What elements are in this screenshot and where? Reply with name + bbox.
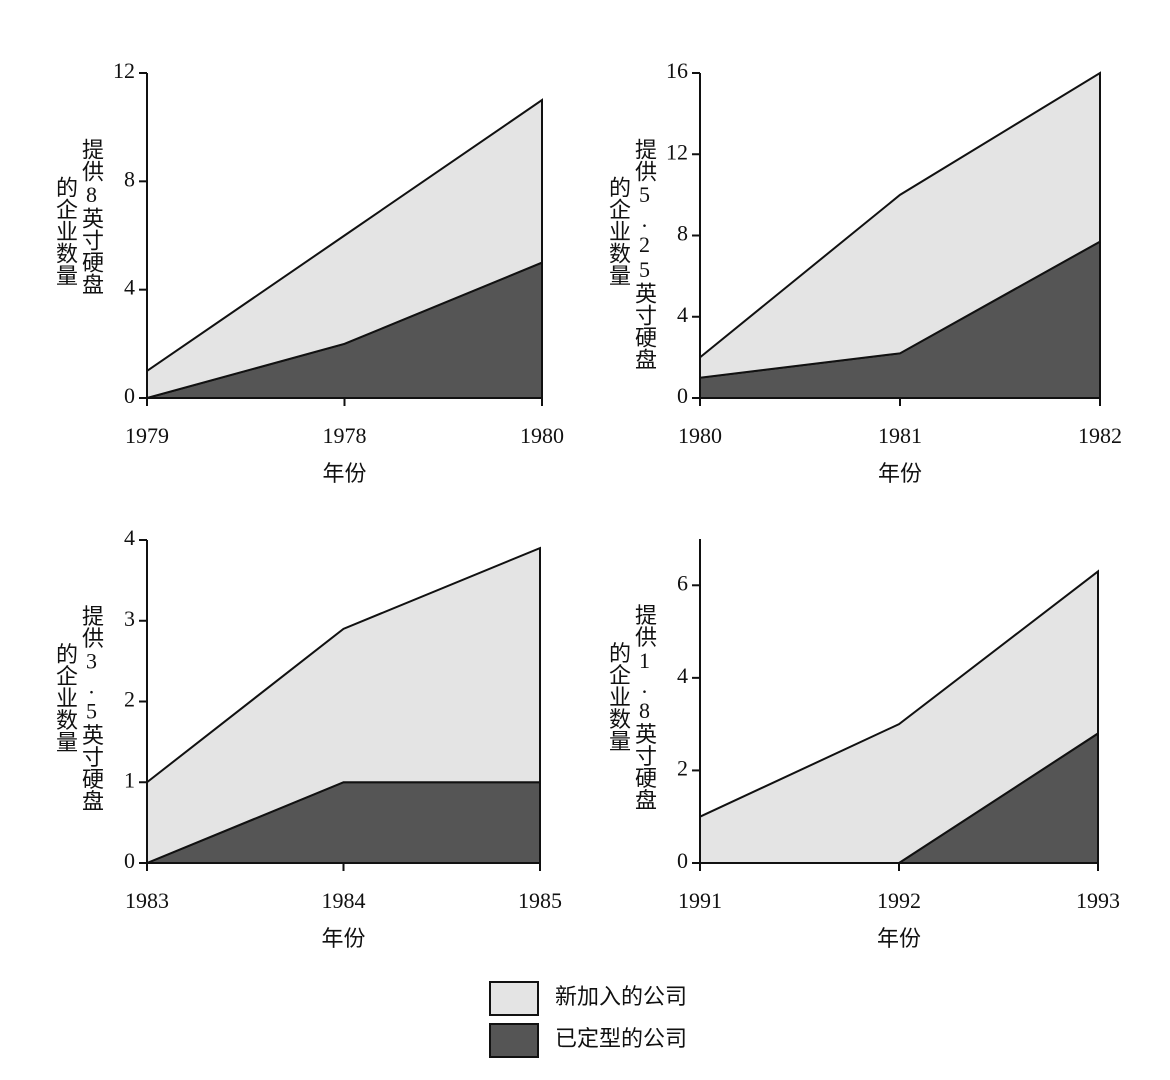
x-axis-label: 年份 — [322, 461, 366, 486]
legend-swatch — [489, 981, 539, 1016]
y-tick-label: 0 — [677, 848, 688, 873]
y-tick-label: 3 — [124, 606, 135, 631]
x-tick-label: 1991 — [678, 888, 722, 913]
y-tick-label: 4 — [677, 302, 688, 327]
y-axis-label: 提供3.5英寸硬盘 — [79, 605, 104, 812]
y-axis-label: 提供5.25英寸硬盘 — [632, 138, 657, 370]
x-tick-label: 1993 — [1076, 888, 1120, 913]
y-tick-label: 8 — [677, 221, 688, 246]
y-axis-label: 提供8英寸硬盘 — [79, 138, 104, 295]
x-tick-label: 1982 — [1078, 423, 1122, 448]
legend-label: 已定型的公司 — [555, 1026, 687, 1051]
x-axis-label: 年份 — [878, 461, 922, 486]
legend-swatch — [489, 1023, 539, 1058]
y-tick-label: 4 — [677, 663, 688, 688]
legend-label: 新加入的公司 — [555, 984, 687, 1009]
y-axis-label: 的企业数量 — [53, 176, 78, 286]
y-tick-label: 0 — [124, 383, 135, 408]
y-tick-label: 8 — [124, 166, 135, 191]
y-axis-label: 的企业数量 — [606, 642, 631, 752]
x-tick-label: 1985 — [518, 888, 562, 913]
x-tick-label: 1979 — [125, 423, 169, 448]
y-tick-label: 12 — [666, 139, 688, 164]
y-tick-label: 16 — [666, 58, 688, 83]
y-axis-label: 的企业数量 — [53, 643, 78, 753]
x-axis-label: 年份 — [877, 926, 921, 951]
y-tick-label: 0 — [677, 383, 688, 408]
x-axis-label: 年份 — [321, 926, 365, 951]
x-tick-label: 1980 — [520, 423, 564, 448]
y-axis-label: 提供1.8英寸硬盘 — [632, 604, 657, 811]
y-tick-label: 4 — [124, 525, 135, 550]
y-tick-label: 12 — [113, 58, 135, 83]
x-tick-label: 1980 — [678, 423, 722, 448]
y-axis-label: 的企业数量 — [606, 176, 631, 286]
y-tick-label: 4 — [124, 275, 135, 300]
x-tick-label: 1984 — [322, 888, 366, 913]
y-tick-label: 2 — [124, 687, 135, 712]
y-tick-label: 6 — [677, 570, 688, 595]
y-tick-label: 2 — [677, 755, 688, 780]
y-tick-label: 1 — [124, 767, 135, 792]
x-tick-label: 1978 — [323, 423, 367, 448]
y-tick-label: 0 — [124, 848, 135, 873]
x-tick-label: 1983 — [125, 888, 169, 913]
x-tick-label: 1981 — [878, 423, 922, 448]
x-tick-label: 1992 — [877, 888, 921, 913]
